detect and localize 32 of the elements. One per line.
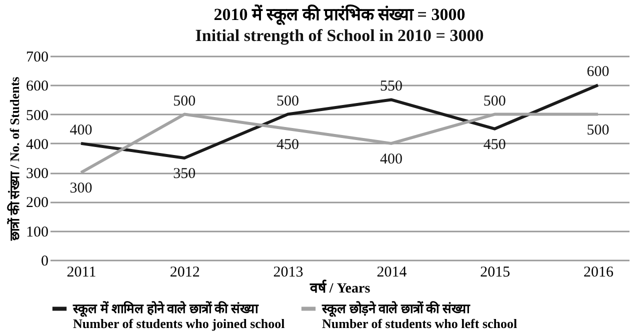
- chart-subtitle: Initial strength of School in 2010 = 3000: [195, 26, 484, 45]
- data-label: 450: [483, 136, 506, 153]
- data-label: 450: [276, 136, 300, 153]
- data-label: 600: [586, 64, 610, 80]
- chart-title: 2010 में स्कूल की प्रारंभिक संख्या = 3000: [214, 4, 466, 26]
- legend-label: स्कूल छोड़ने वाले छात्रों की संख्या Number of students who left school: [321, 300, 518, 331]
- legend-label: स्कूल में शामिल होने वाले छात्रों की संख्या Number of students who joined school: [72, 300, 286, 331]
- y-tick-label: 400: [26, 136, 48, 153]
- x-tick-label: 2013: [273, 264, 304, 280]
- y-tick-label: 300: [26, 166, 48, 182]
- y-tick-label: 0: [41, 254, 48, 270]
- y-axis-title: छात्रों की संख्या / No. of Students: [7, 76, 22, 242]
- x-tick-label: 2014: [376, 264, 408, 280]
- data-label: 350: [173, 166, 196, 182]
- data-label: 500: [483, 93, 506, 110]
- data-label: 400: [70, 122, 92, 138]
- y-tick-label: 700: [26, 50, 48, 66]
- x-tick-label: 2015: [480, 264, 510, 280]
- x-tick-label: 2011: [66, 264, 96, 280]
- x-tick-label: 2016: [583, 264, 614, 280]
- data-label: 500: [586, 122, 610, 138]
- x-tick-label: 2012: [170, 264, 200, 280]
- data-label: 400: [380, 151, 402, 168]
- x-axis-title: वर्ष / Years: [308, 280, 371, 296]
- data-label: 500: [173, 93, 196, 110]
- y-tick-label: 100: [26, 224, 48, 240]
- data-label: 300: [70, 180, 92, 197]
- y-tick-label: 200: [26, 195, 48, 212]
- y-tick-label: 500: [26, 108, 48, 124]
- data-label: 500: [276, 93, 300, 110]
- data-label: 550: [380, 78, 402, 95]
- y-tick-label: 600: [26, 78, 48, 95]
